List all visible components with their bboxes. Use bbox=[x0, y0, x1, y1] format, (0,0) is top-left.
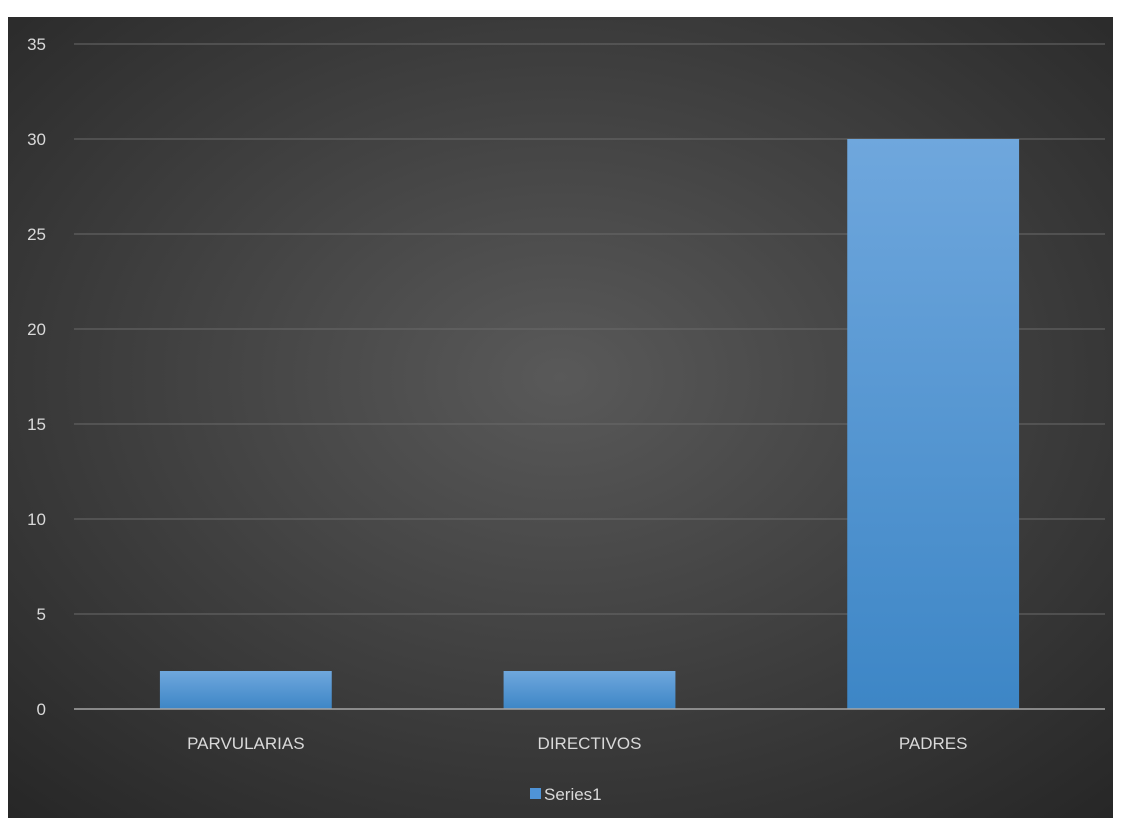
y-tick-label-0: 0 bbox=[37, 700, 46, 719]
x-category-label-directivos: DIRECTIVOS bbox=[538, 734, 642, 753]
chart-frame: 0 5 10 15 20 25 30 35 PARVULARIAS DIRECTIVOS PADR… bbox=[8, 17, 1113, 818]
y-tick-label-25: 25 bbox=[27, 225, 46, 244]
legend: Series1 bbox=[530, 785, 602, 804]
legend-swatch-series1 bbox=[530, 788, 541, 799]
bar-parvularias bbox=[159, 671, 332, 709]
x-axis-categories: PARVULARIAS DIRECTIVOS PADRES bbox=[187, 734, 967, 753]
bars bbox=[159, 139, 1020, 709]
y-tick-label-5: 5 bbox=[37, 605, 46, 624]
y-tick-label-35: 35 bbox=[27, 35, 46, 54]
legend-label-series1: Series1 bbox=[544, 785, 602, 804]
y-tick-label-20: 20 bbox=[27, 320, 46, 339]
y-tick-label-15: 15 bbox=[27, 415, 46, 434]
bar-padres bbox=[847, 139, 1020, 709]
y-axis-ticks: 0 5 10 15 20 25 30 35 bbox=[27, 35, 46, 719]
bar-chart: 0 5 10 15 20 25 30 35 PARVULARIAS DIRECTIVOS PADR… bbox=[8, 17, 1113, 818]
x-category-label-padres: PADRES bbox=[899, 734, 968, 753]
y-tick-label-10: 10 bbox=[27, 510, 46, 529]
x-category-label-parvularias: PARVULARIAS bbox=[187, 734, 304, 753]
bar-directivos bbox=[503, 671, 676, 709]
y-tick-label-30: 30 bbox=[27, 130, 46, 149]
